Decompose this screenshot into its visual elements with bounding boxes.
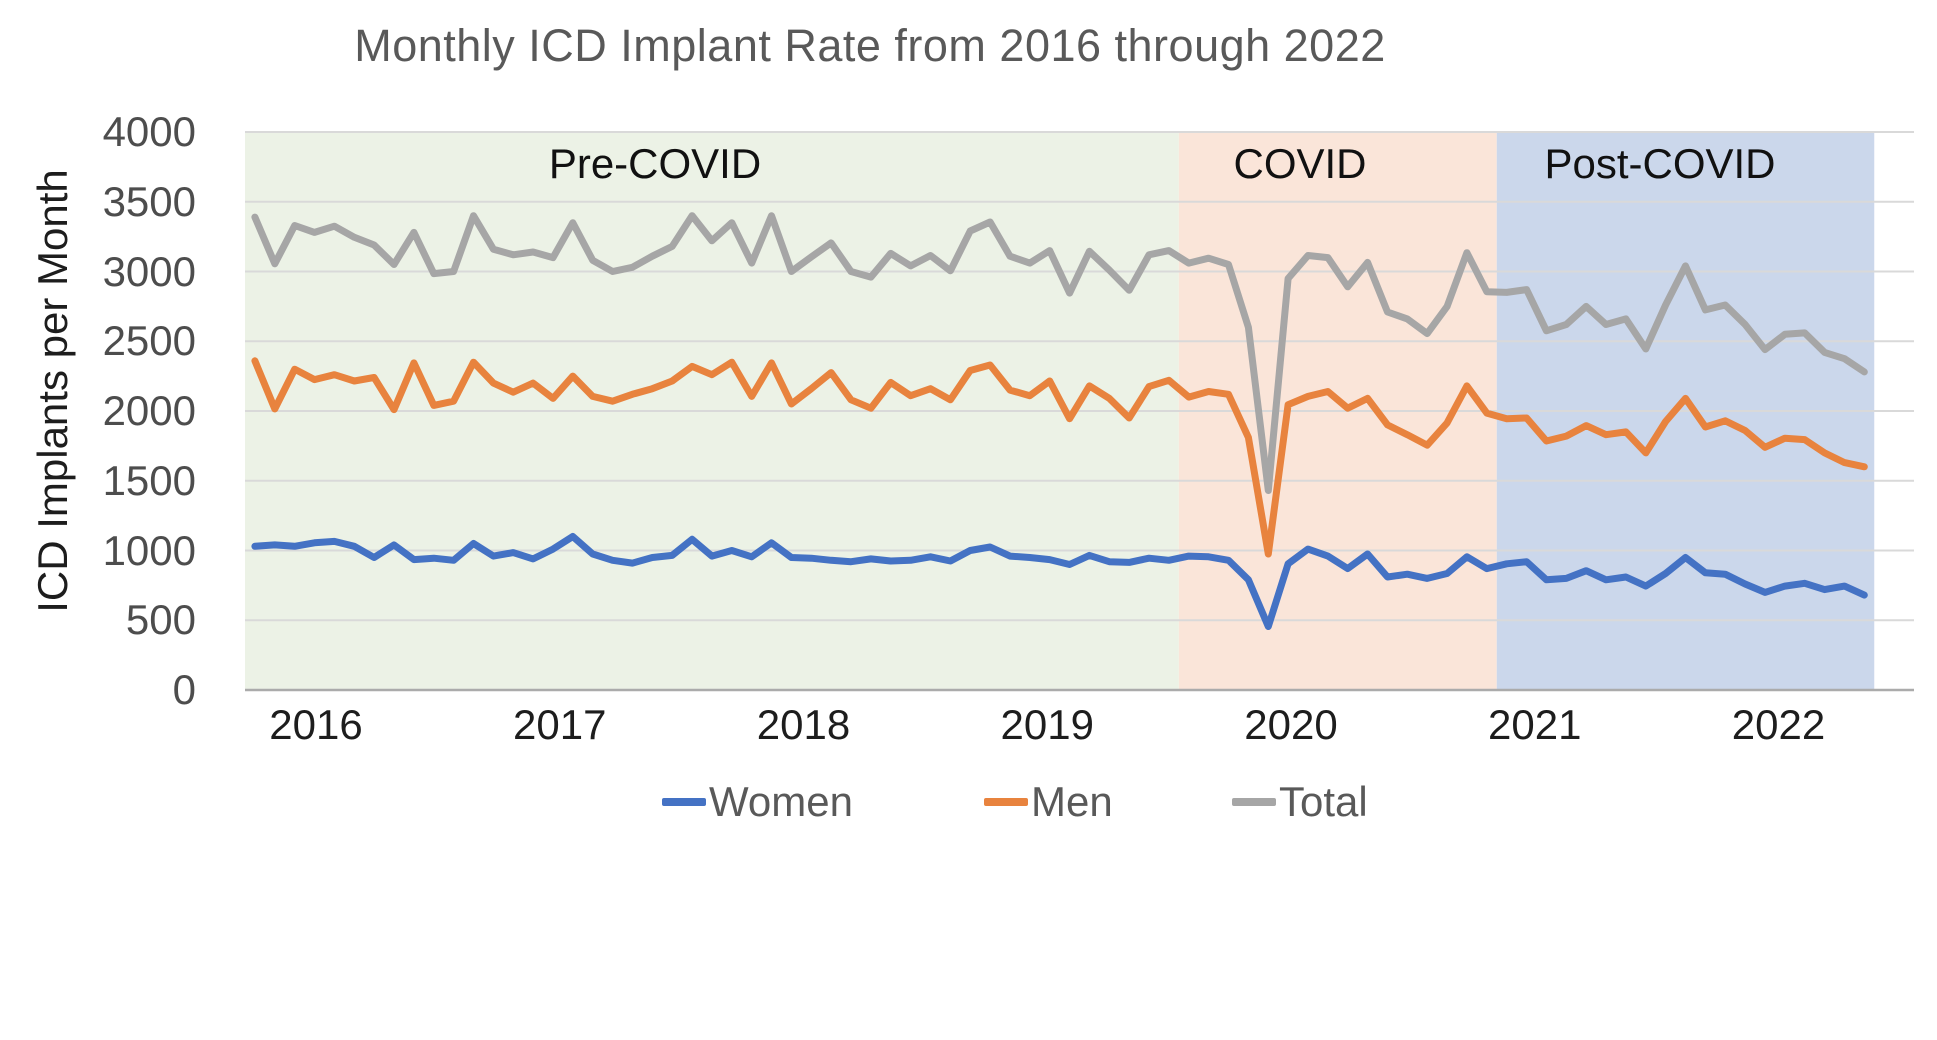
chart-title: Monthly ICD Implant Rate from 2016 throu… <box>354 20 1386 71</box>
y-tick-label-500: 500 <box>125 596 196 644</box>
legend-item-total: Total <box>1232 779 1368 825</box>
men-legend-swatch <box>984 798 1028 806</box>
total-line <box>251 212 1868 494</box>
y-tick-label-2500: 2500 <box>102 317 196 365</box>
x-tick-label-2022: 2022 <box>1731 701 1826 748</box>
women-line <box>251 533 1868 630</box>
y-tick-label-3500: 3500 <box>102 177 196 225</box>
women-legend-swatch <box>662 798 706 806</box>
covid-region-label: COVID <box>1233 140 1367 187</box>
pre-covid-region-label: Pre-COVID <box>548 140 762 187</box>
post-covid-region-label: Post-COVID <box>1544 140 1776 187</box>
y-tick-label-2000: 2000 <box>102 387 196 434</box>
legend-item-men: Men <box>984 779 1113 825</box>
y-tick-label-1500: 1500 <box>102 456 196 504</box>
women-legend-label: Women <box>709 778 853 825</box>
x-tick-label-2016: 2016 <box>269 701 363 748</box>
total-legend-label: Total <box>1279 778 1368 825</box>
y-tick-label-4000: 4000 <box>102 108 196 155</box>
x-tick-label-2018: 2018 <box>756 701 851 748</box>
x-tick-label-2020: 2020 <box>1244 701 1338 748</box>
x-tick-label-2019: 2019 <box>1000 701 1094 748</box>
y-tick-label-3000: 3000 <box>102 247 196 295</box>
men-line <box>251 357 1868 558</box>
men-legend-label: Men <box>1031 778 1113 825</box>
x-tick-label-2021: 2021 <box>1488 701 1582 748</box>
legend-item-women: Women <box>662 779 853 825</box>
x-tick-label-2017: 2017 <box>513 701 607 748</box>
y-tick-label-1000: 1000 <box>102 526 196 574</box>
total-legend-swatch <box>1232 798 1276 806</box>
y-tick-label-0: 0 <box>172 666 196 713</box>
